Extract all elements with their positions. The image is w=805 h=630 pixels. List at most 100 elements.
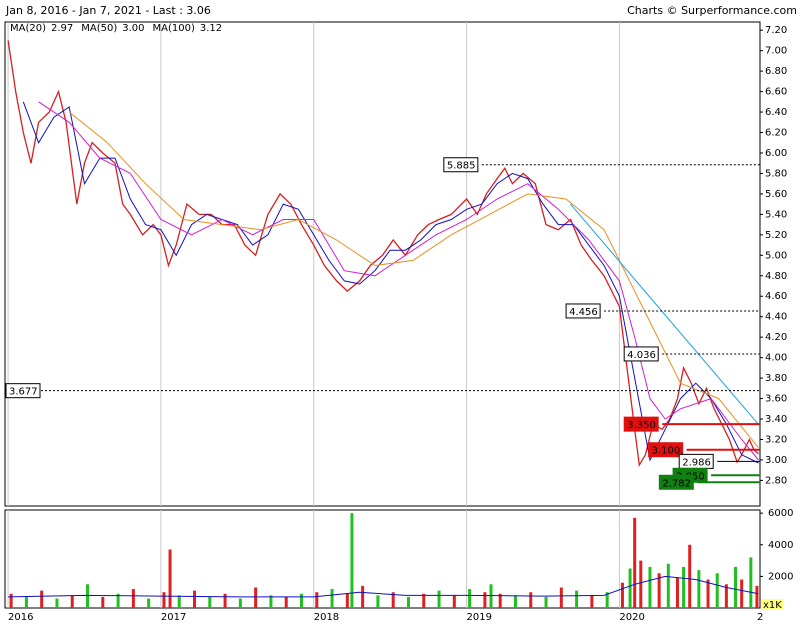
volume-bar xyxy=(55,598,59,608)
volume-bar xyxy=(468,589,472,608)
volume-bar xyxy=(498,593,502,608)
volume-bar xyxy=(223,593,227,608)
legend-name: MA(50) xyxy=(81,23,117,34)
legend-value: 3.12 xyxy=(200,23,222,34)
unit-label: x1K xyxy=(763,600,782,611)
volume-bar xyxy=(682,566,686,608)
ma-line xyxy=(38,101,759,461)
volume-bar xyxy=(361,585,365,608)
ma-line xyxy=(22,101,759,464)
y-tick-label: 6.60 xyxy=(765,87,787,98)
volume-bar xyxy=(734,566,738,608)
volume-bar xyxy=(688,544,692,608)
volume-bar xyxy=(628,568,632,608)
volume-bar xyxy=(749,557,753,608)
volume-bar xyxy=(489,584,493,608)
volume-bar xyxy=(9,593,13,608)
price-line xyxy=(7,40,759,468)
chart-title: Jan 8, 2016 - Jan 7, 2021 - Last : 3.06 xyxy=(5,4,211,17)
volume-bar xyxy=(639,560,643,608)
y-tick-label: 6.20 xyxy=(765,128,787,139)
y-tick-label: 5.80 xyxy=(765,168,787,179)
y-tick-label: 4.00 xyxy=(765,353,787,364)
volume-bar xyxy=(657,573,661,608)
y-tick-label: 2000 xyxy=(768,571,793,582)
volume-bar xyxy=(740,579,744,608)
x-tick-label: 2020 xyxy=(619,612,644,623)
y-tick-label: 2.80 xyxy=(765,475,787,486)
volume-bar xyxy=(590,595,594,608)
volume-bar xyxy=(238,598,242,608)
volume-bar xyxy=(208,596,212,608)
level-label: 2.782 xyxy=(662,478,691,489)
volume-bar xyxy=(406,596,410,608)
volume-bar xyxy=(605,592,609,608)
volume-bar xyxy=(620,582,624,608)
level-box xyxy=(565,303,601,319)
volume-bar xyxy=(193,590,197,608)
volume-bar xyxy=(284,596,288,608)
volume-bar xyxy=(391,592,395,608)
level-box xyxy=(623,346,659,362)
volume-bar xyxy=(697,570,701,608)
y-tick-label: 3.40 xyxy=(765,414,787,425)
y-tick-label: 4.60 xyxy=(765,291,787,302)
volume-bar xyxy=(483,592,487,608)
volume-bar xyxy=(162,592,166,608)
y-tick-label: 6.40 xyxy=(765,107,787,118)
y-tick-label: 3.60 xyxy=(765,394,787,405)
volume-bar xyxy=(86,584,90,608)
volume-bar xyxy=(168,549,172,608)
volume-bar xyxy=(675,577,679,608)
y-tick-label: 4000 xyxy=(768,540,793,551)
volume-bar xyxy=(269,595,273,608)
y-tick-label: 5.60 xyxy=(765,189,787,200)
volume-bar xyxy=(40,590,44,608)
volume-bar xyxy=(101,596,105,608)
volume-bar xyxy=(755,585,759,608)
volume-bar xyxy=(452,595,456,608)
x-tick-label: 2016 xyxy=(8,612,33,623)
y-tick-label: 6.80 xyxy=(765,66,787,77)
volume-bar xyxy=(376,595,380,608)
volume-bar xyxy=(315,592,319,608)
volume-bar xyxy=(422,593,426,608)
y-tick-label: 4.80 xyxy=(765,271,787,282)
price-frame xyxy=(4,21,761,507)
level-label: 3.100 xyxy=(652,446,681,457)
legend-name: MA(20) xyxy=(10,23,46,34)
volume-bar xyxy=(559,587,563,608)
y-tick-label: 3.80 xyxy=(765,373,787,384)
volume-bar xyxy=(70,595,74,608)
level-box xyxy=(623,416,659,432)
level-label: 4.036 xyxy=(627,350,656,361)
y-tick-label: 4.20 xyxy=(765,332,787,343)
volume-bar xyxy=(177,595,181,608)
y-tick-label: 7.20 xyxy=(765,25,787,36)
y-tick-label: 5.40 xyxy=(765,209,787,220)
level-label: 5.885 xyxy=(447,161,476,172)
y-tick-label: 5.00 xyxy=(765,250,787,261)
trend-line xyxy=(570,203,761,427)
level-box xyxy=(658,474,694,490)
legend-value: 2.97 xyxy=(51,23,73,34)
y-tick-label: 4.40 xyxy=(765,312,787,323)
level-label: 2.986 xyxy=(682,457,711,468)
volume-bar xyxy=(724,584,728,608)
ma-line xyxy=(68,111,759,449)
legend-value: 3.00 xyxy=(122,23,144,34)
y-tick-label: 6.00 xyxy=(765,148,787,159)
volume-bar xyxy=(544,596,548,608)
x-tick-label: 2 xyxy=(757,612,763,623)
volume-bar xyxy=(299,593,303,608)
x-tick-label: 2017 xyxy=(161,612,186,623)
volume-bar xyxy=(437,590,441,608)
volume-bar xyxy=(24,596,28,608)
unit-box xyxy=(761,599,783,610)
volume-bar xyxy=(633,517,637,608)
volume-bar xyxy=(666,563,670,608)
volume-frame xyxy=(4,509,761,609)
legend-name: MA(100) xyxy=(153,23,195,34)
